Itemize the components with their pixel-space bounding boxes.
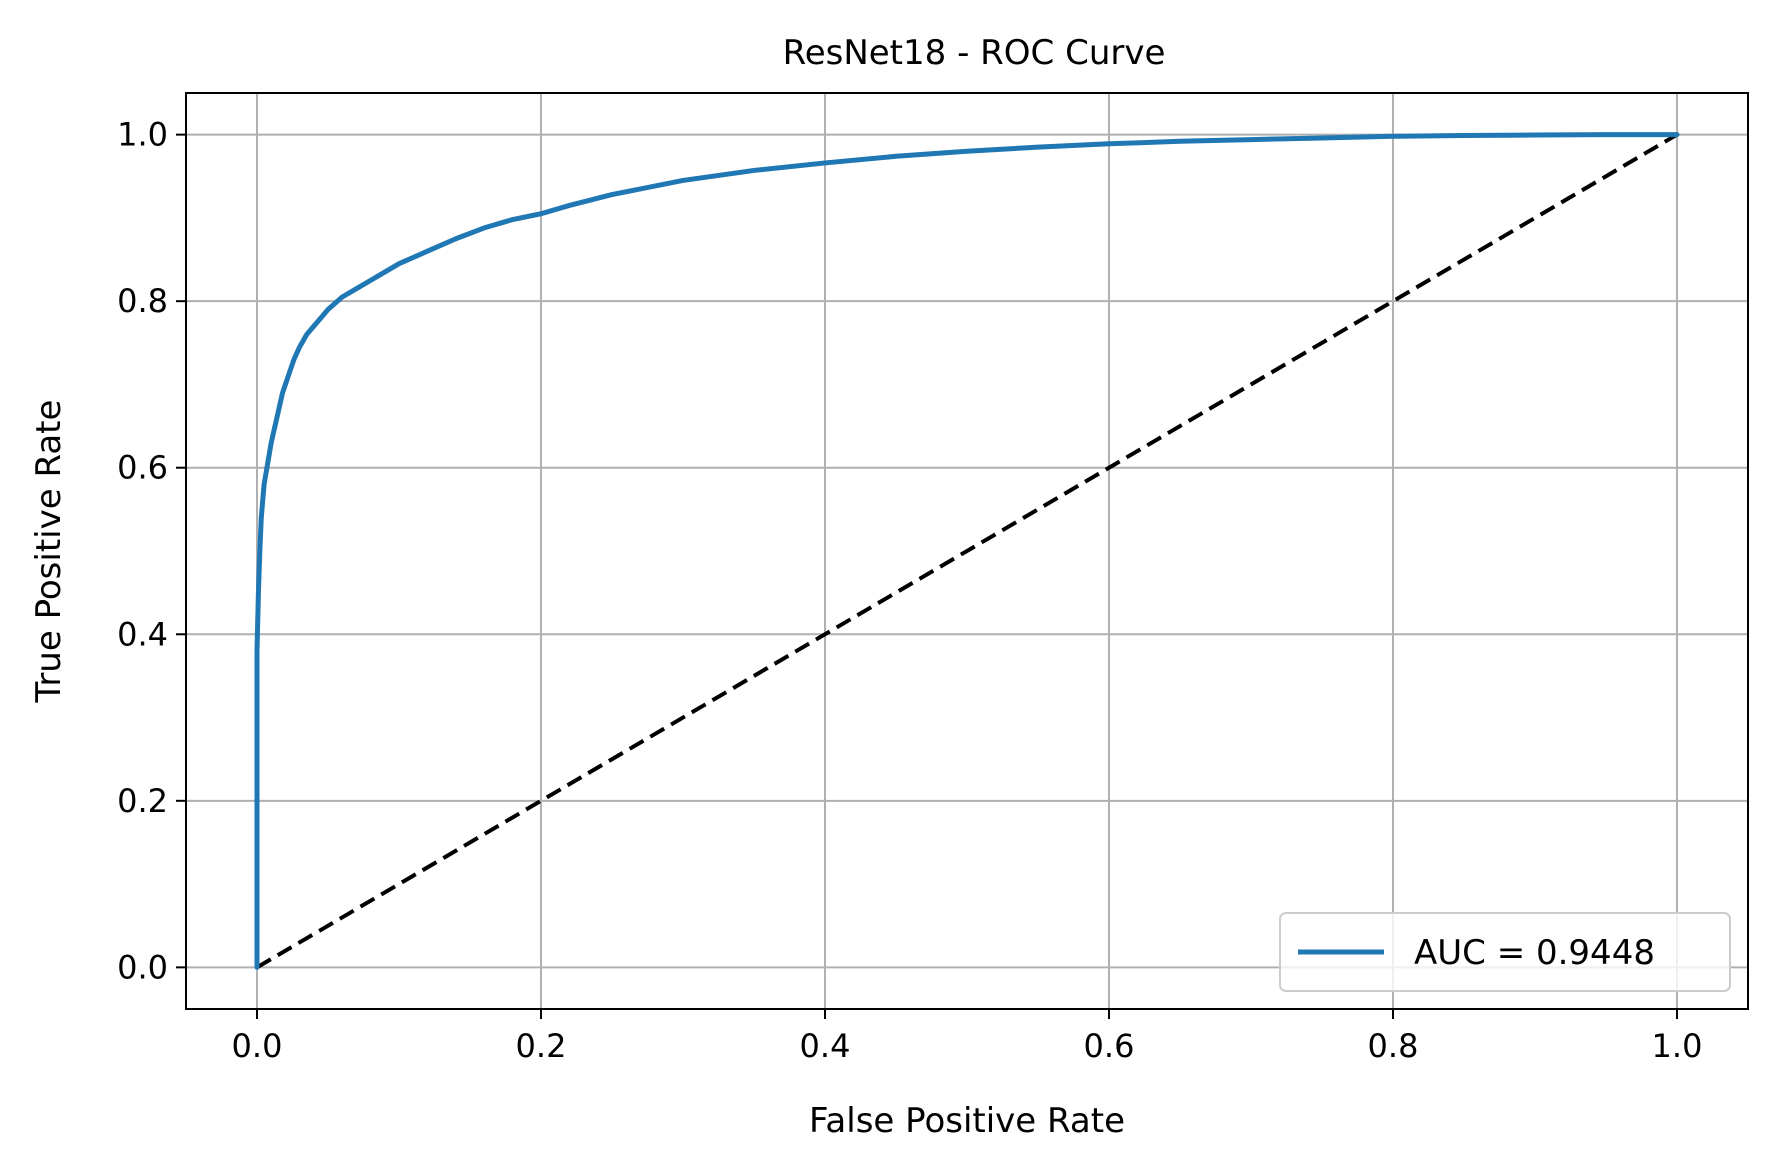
y-tick-label: 0.4 (117, 615, 168, 653)
y-tick-label: 0.6 (117, 449, 168, 487)
chart-title: ResNet18 - ROC Curve (783, 33, 1166, 73)
legend-label: AUC = 0.9448 (1414, 933, 1655, 973)
legend: AUC = 0.9448 (1279, 912, 1731, 992)
x-tick-label: 0.6 (1084, 1027, 1135, 1065)
ticks: 0.0 0.2 0.4 0.6 0.8 1.0 0.0 0.2 0.4 0.6 0.8 1.0 (117, 116, 1702, 1065)
y-axis-label: True Positive Rate (29, 400, 69, 704)
x-tick-label: 0.8 (1368, 1027, 1419, 1065)
plot-frame (185, 92, 1749, 1010)
x-tick-label: 0.2 (516, 1027, 567, 1065)
series-layer (254, 132, 1680, 970)
x-tick-label: 1.0 (1652, 1027, 1703, 1065)
x-axis-label: False Positive Rate (809, 1101, 1125, 1141)
roc-curve-line (254, 132, 1680, 970)
y-tick-label: 0.2 (117, 782, 168, 820)
chance-diagonal-line (255, 132, 1679, 970)
y-tick-label: 0.0 (117, 948, 168, 986)
y-tick-label: 0.8 (117, 282, 168, 320)
x-tick-label: 0.0 (232, 1027, 283, 1065)
y-tick-label: 1.0 (117, 116, 168, 154)
legend-box (1279, 912, 1731, 992)
x-tick-label: 0.4 (800, 1027, 851, 1065)
